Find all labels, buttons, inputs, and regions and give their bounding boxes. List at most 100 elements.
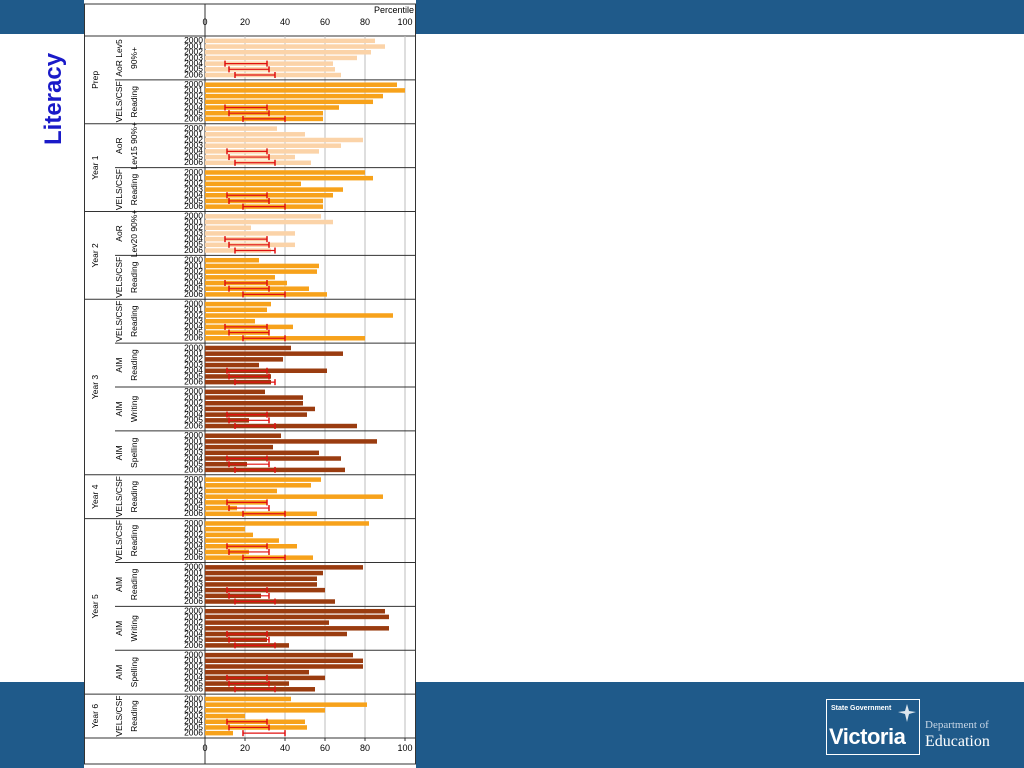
year-label: 2004 [184,453,203,463]
year-label: 2001 [184,260,203,270]
year-label: 2006 [184,157,203,167]
year-label: 2000 [184,167,203,177]
bar [205,423,357,429]
bar [205,44,385,49]
bar [205,214,321,219]
bar [205,708,325,713]
year-label: 2002 [184,90,203,100]
bar [205,658,363,664]
year-label: 2000 [184,35,203,45]
year-label: 2000 [184,562,203,572]
year-label: 2005 [184,283,203,293]
group-label-line1: AIM [114,445,124,460]
year-label: 2002 [184,398,203,408]
bar [205,713,245,719]
year-label: 2001 [184,524,203,534]
x-axis-title: Percentile [374,5,414,15]
year-label: 2005 [184,502,203,512]
year-label: 2001 [184,41,203,51]
year-label: 2002 [184,310,203,320]
bar [205,696,291,702]
year-label: 2001 [184,216,203,226]
bar [205,181,301,187]
year-label: 2004 [184,277,203,287]
group-label-line2: Reading [129,349,139,381]
year-label: 2001 [184,129,203,139]
year-label: 2006 [184,464,203,474]
bar [205,406,315,412]
bar [205,532,253,538]
bar [205,521,369,526]
group-label-line1: AIM [114,358,124,373]
year-label: 2002 [184,178,203,188]
bar [205,143,341,148]
year-label: 2001 [184,567,203,577]
bar [205,626,389,631]
year-label: 2000 [184,211,203,221]
year-label: 2006 [184,728,203,738]
year-label: 2000 [184,649,203,659]
bar [205,395,303,400]
year-label: 2000 [184,518,203,528]
year-label: 2006 [184,420,203,430]
slide-title: Literacy [40,52,67,145]
bar [205,488,277,494]
year-label: 2000 [184,606,203,616]
group-label-line1: AIM [114,577,124,592]
year-label: 2001 [184,436,203,446]
bar [205,461,247,467]
bar [205,664,363,669]
year-label: 2003 [184,96,203,106]
bar [205,99,373,105]
year-label: 2003 [184,710,203,720]
year-label: 2004 [184,102,203,112]
group-label-line1: AIM [114,401,124,416]
year-label: 2002 [184,661,203,671]
year-label: 2002 [184,354,203,364]
bottom-tick-label: 100 [397,743,412,753]
bar [205,576,317,581]
bar [205,483,311,488]
year-label: 2002 [184,705,203,715]
year-label: 2004 [184,146,203,156]
year-label: 2003 [184,316,203,326]
group-label-line1: VELS/CSF [114,169,124,210]
bar [205,93,383,99]
bar [205,257,259,263]
year-label: 2002 [184,529,203,539]
year-label: 2005 [184,722,203,732]
southern-cross-icon [898,704,916,722]
group-label-line1: VELS/CSF [114,696,124,737]
bar [205,313,393,318]
year-label: 2003 [184,491,203,501]
year-label: 2006 [184,289,203,299]
bar [205,456,341,461]
bar [205,67,335,72]
bar [205,570,323,576]
year-label: 2005 [184,678,203,688]
year-label: 2003 [184,623,203,633]
level-label: Year 5 [90,594,100,619]
year-label: 2003 [184,579,203,589]
group-label-line2: Reading [129,305,139,337]
bar [205,608,385,614]
logo-education: Education [925,733,990,750]
bar [205,389,265,395]
year-label: 2004 [184,628,203,638]
year-label: 2003 [184,447,203,457]
bottom-tick-label: 20 [240,743,250,753]
year-label: 2006 [184,245,203,255]
year-label: 2002 [184,617,203,627]
year-label: 2004 [184,233,203,243]
bottom-tick-label: 0 [202,743,207,753]
group-label-line2: Writing [129,615,139,642]
year-label: 2001 [184,304,203,314]
group-label-line2: Writing [129,396,139,423]
year-label: 2005 [184,64,203,74]
year-label: 2004 [184,716,203,726]
year-label: 2004 [184,497,203,507]
year-label: 2006 [184,508,203,518]
bar [205,351,343,356]
group-label-line2: Spelling [129,437,139,468]
level-label: Year 1 [90,155,100,180]
